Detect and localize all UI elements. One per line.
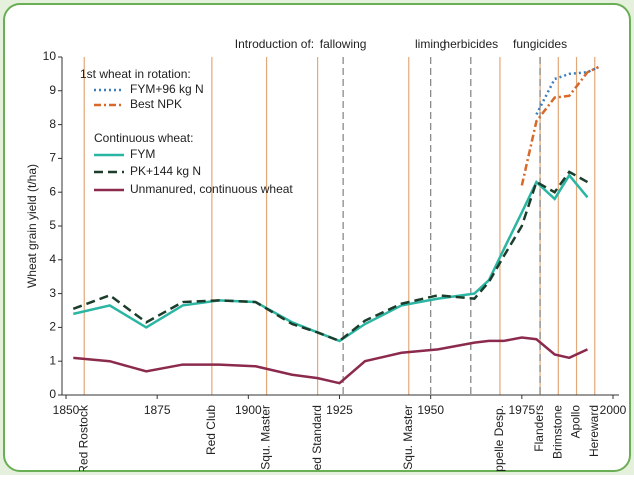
y-axis-label: Wheat grain yield (t/ha) [25,164,39,288]
intro-label: Introduction of: [235,37,314,51]
y-tick-label: 1 [49,353,56,367]
y-tick-label: 7 [49,151,56,165]
variety-label: Flanders [532,405,546,452]
x-tick-label: 1875 [144,403,171,417]
variety-label: Apollo [569,405,583,439]
legend-label: Unmanured, continuous wheat [130,182,293,196]
x-tick-label: 1975 [508,403,535,417]
x-tick-label: 1925 [326,403,353,417]
variety-label: Red Rostock [76,404,90,474]
x-tick-label: 1950 [417,403,444,417]
y-tick-label: 10 [43,49,57,63]
x-tick-label: 1900 [235,403,262,417]
y-tick-label: 6 [49,184,56,198]
y-tick-label: 3 [49,286,56,300]
series-line [535,66,599,116]
y-tick-label: 8 [49,117,56,131]
series-line [73,336,588,385]
variety-label: Cappelle Desp. [492,405,506,475]
x-tick-label: 1850 [53,403,80,417]
series-line [72,170,589,343]
intervention-label: herbicides [443,37,498,51]
variety-label: Brimstone [550,405,564,459]
intervention-label: fungicides [513,37,567,51]
intervention-label: liming [415,37,446,51]
panel [3,3,631,472]
legend-label: FYM [130,147,155,161]
legend-label: FYM+96 kg N [130,82,204,96]
variety-label: Squ. Master [259,405,273,470]
y-tick-label: 9 [49,83,56,97]
legend-label: Best NPK [130,97,182,111]
variety-label: Squ. Master [401,405,415,470]
variety-label: Hereward [587,405,601,457]
plot: Red Rostock Red Club Squ. Master Red Standa… [25,37,627,475]
variety-label: Red Club [204,405,218,455]
y-tick-label: 0 [49,387,56,401]
variety-label: Red Standard [310,405,324,475]
legend-label: PK+144 kg N [130,164,201,178]
legend-heading: 1st wheat in rotation: [80,67,191,81]
y-tick-label: 5 [49,218,56,232]
intervention-label: fallowing [320,37,367,51]
legend-heading: Continuous wheat: [94,131,193,145]
y-tick-label: 2 [49,320,56,334]
y-tick-label: 4 [49,252,56,266]
x-tick-label: 2000 [600,403,627,417]
